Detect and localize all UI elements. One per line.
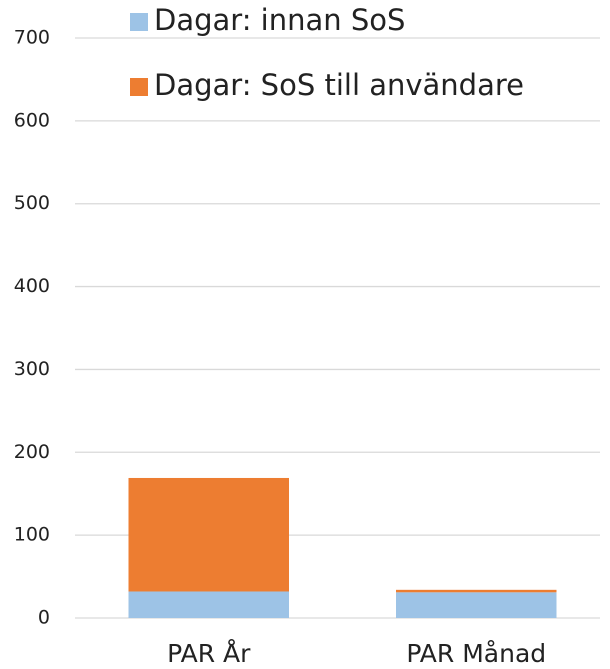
- y-tick-label: 500: [14, 192, 50, 214]
- y-tick-label: 200: [14, 441, 50, 463]
- legend-swatch: [130, 13, 148, 31]
- legend-swatch: [130, 78, 148, 96]
- y-tick-label: 600: [14, 109, 50, 131]
- bar-segment: [396, 592, 557, 618]
- y-tick-label: 0: [38, 607, 50, 629]
- bar-segment: [396, 589, 557, 593]
- y-tick-label: 100: [14, 524, 50, 546]
- bar-segment: [128, 591, 289, 618]
- y-tick-label: 400: [14, 275, 50, 297]
- bar-segment: [128, 477, 289, 592]
- legend-label: Dagar: SoS till användare: [154, 68, 524, 102]
- x-tick-label: PAR År: [167, 639, 251, 668]
- legend-label: Dagar: innan SoS: [154, 3, 405, 37]
- x-tick-label: PAR Månad: [406, 639, 546, 668]
- y-tick-label: 300: [14, 358, 50, 380]
- y-tick-label: 700: [14, 27, 50, 49]
